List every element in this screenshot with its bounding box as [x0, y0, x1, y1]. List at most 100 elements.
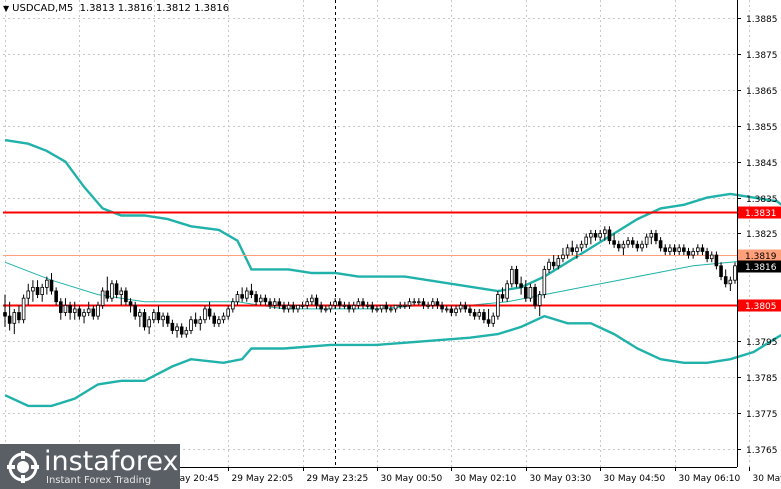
- candle-body: [510, 269, 514, 285]
- candle-body: [244, 290, 249, 299]
- candle-body: [733, 265, 737, 281]
- candle-body: [547, 261, 551, 270]
- candle-body: [342, 304, 347, 307]
- candle-body: [379, 304, 384, 310]
- candle-body: [584, 236, 589, 245]
- candle-body: [286, 304, 291, 310]
- x-tick-label: 29 May 20:45: [158, 474, 220, 484]
- candle-body: [537, 294, 542, 306]
- candle-body: [463, 304, 468, 310]
- candle-body: [272, 301, 277, 306]
- candle-body: [435, 301, 440, 306]
- candle-body: [579, 243, 584, 249]
- candle-body: [212, 315, 217, 324]
- candle-body: [449, 308, 454, 313]
- candle-body: [542, 269, 547, 295]
- instaforex-logo: instaforex Instant Forex Trading: [0, 444, 180, 489]
- candle-body: [361, 301, 365, 306]
- candle-body: [412, 301, 416, 304]
- y-tick-label: 1.3865: [746, 87, 778, 97]
- collapse-triangle-icon[interactable]: ▼: [3, 4, 10, 13]
- candle-body: [556, 258, 561, 267]
- candle-body: [231, 301, 235, 310]
- candle-body: [482, 312, 486, 321]
- symbol-label: USDCAD,M5: [12, 3, 74, 14]
- candle-body: [7, 315, 12, 324]
- current-price-label: 1.3816: [745, 263, 777, 273]
- candle-body: [514, 269, 519, 285]
- candle-body: [17, 312, 21, 321]
- candle-body: [444, 308, 449, 311]
- y-tick-label: 1.3765: [746, 446, 778, 456]
- candle-body: [393, 304, 398, 310]
- candle-body: [77, 308, 82, 317]
- candle-body: [82, 312, 86, 317]
- candle-body: [500, 294, 505, 299]
- candle-body: [291, 304, 296, 310]
- bollinger-bands: [4, 138, 781, 408]
- candle-body: [310, 297, 314, 303]
- candle-body: [91, 308, 96, 317]
- candle-body: [156, 312, 161, 321]
- candle-body: [375, 308, 379, 311]
- candle-body: [35, 286, 40, 295]
- bid-label: 1.3819: [745, 252, 777, 262]
- candle-body: [170, 322, 175, 331]
- candle-body: [626, 240, 630, 245]
- candle-body: [119, 290, 124, 295]
- candle-body: [458, 304, 463, 310]
- candle-body: [45, 279, 49, 288]
- candle-body: [203, 308, 207, 321]
- candle-body: [505, 283, 509, 299]
- candle-body: [365, 304, 370, 307]
- candle-body: [528, 286, 533, 299]
- y-tick-label: 1.3875: [746, 51, 778, 61]
- y-tick-label: 1.3855: [746, 123, 778, 133]
- candle-body: [533, 286, 537, 306]
- candle-body: [31, 286, 35, 292]
- candle-body: [217, 319, 221, 324]
- bid-label-box: [738, 249, 781, 262]
- candle-body: [612, 240, 616, 245]
- grid: [3, 0, 750, 467]
- candle-body: [565, 247, 570, 256]
- y-tick-label: 1.3845: [746, 159, 778, 169]
- candle-body: [551, 261, 556, 267]
- candle-body: [472, 312, 477, 317]
- candle-body: [454, 308, 458, 313]
- candle-body: [175, 326, 179, 331]
- candle-body: [477, 312, 482, 317]
- candle-body: [193, 319, 198, 324]
- y-tick-label: 1.3825: [746, 230, 778, 240]
- y-tick-label: 1.3885: [746, 15, 778, 25]
- candle-body: [598, 233, 602, 238]
- candle-body: [468, 308, 472, 313]
- level-label: 1.3805: [745, 302, 777, 312]
- candle-body: [124, 290, 128, 303]
- candle-body: [426, 304, 430, 307]
- candle-body: [640, 243, 644, 249]
- candle-body: [59, 301, 63, 313]
- candle-body: [519, 283, 523, 288]
- current-price-box: [738, 260, 781, 273]
- candle-body: [305, 301, 310, 306]
- candle-body: [417, 301, 421, 304]
- candle-body: [333, 301, 337, 306]
- candle-body: [254, 294, 258, 303]
- x-tick-label: 29 May 22:05: [232, 474, 294, 484]
- candle-body: [486, 319, 491, 324]
- candle-body: [658, 240, 663, 249]
- candle-body: [593, 233, 598, 238]
- candle-body: [12, 312, 17, 324]
- candle-body: [21, 297, 26, 321]
- candle-body: [709, 254, 714, 260]
- candle-body: [603, 229, 607, 234]
- candle-body: [589, 233, 593, 238]
- candle-body: [682, 247, 686, 252]
- candle-body: [575, 247, 579, 252]
- candle-body: [133, 304, 137, 317]
- candle-body: [26, 290, 31, 299]
- candle-body: [319, 304, 323, 310]
- x-tick-label: 30 May 02:10: [455, 474, 517, 484]
